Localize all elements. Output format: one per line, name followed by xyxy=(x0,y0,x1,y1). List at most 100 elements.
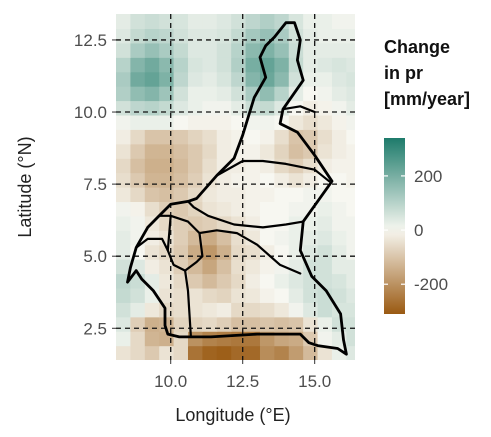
grid-cell xyxy=(116,129,131,145)
grid-cell xyxy=(144,244,160,260)
grid-cell xyxy=(173,57,189,73)
grid-cell xyxy=(202,86,218,102)
grid-cell xyxy=(216,273,232,289)
grid-cell xyxy=(288,143,304,159)
grid-cell xyxy=(245,71,261,87)
grid-cell xyxy=(274,143,290,159)
grid-cell xyxy=(317,201,333,217)
grid-cell xyxy=(216,143,232,159)
grid-cell xyxy=(202,114,218,130)
grid-cell xyxy=(173,14,189,30)
grid-cell xyxy=(346,215,355,231)
grid-cell xyxy=(216,129,232,145)
grid-cell xyxy=(159,28,175,44)
grid-cell xyxy=(173,345,189,360)
grid-cell xyxy=(144,187,160,203)
grid-cell xyxy=(202,215,218,231)
grid-cell xyxy=(159,172,175,188)
grid-cell xyxy=(288,345,304,360)
grid-cell xyxy=(274,201,290,217)
grid-cell xyxy=(216,244,232,260)
grid-cell xyxy=(173,172,189,188)
grid-cell xyxy=(346,273,355,289)
grid-cell xyxy=(187,143,203,159)
far-north-boundary xyxy=(281,105,316,114)
grid-cell xyxy=(116,331,131,347)
grid-cell xyxy=(159,129,175,145)
grid-cell xyxy=(216,316,232,332)
grid-cell xyxy=(187,215,203,231)
grid-cell xyxy=(274,86,290,102)
grid-cell xyxy=(231,86,247,102)
grid-cell xyxy=(202,187,218,203)
grid-cell xyxy=(259,215,275,231)
grid-cell xyxy=(116,345,131,360)
grid-cell xyxy=(173,86,189,102)
grid-cell xyxy=(216,100,232,116)
grid-cell xyxy=(187,287,203,303)
grid-cell xyxy=(317,215,333,231)
grid-cell xyxy=(216,259,232,275)
grid-cell xyxy=(346,158,355,174)
grid-cell xyxy=(159,100,175,116)
grid-cell xyxy=(259,28,275,44)
grid-cell xyxy=(173,187,189,203)
grid-cell xyxy=(159,71,175,87)
grid-cell xyxy=(245,57,261,73)
grid-cell xyxy=(303,71,319,87)
grid-cell xyxy=(202,14,218,30)
grid-cell xyxy=(288,14,304,30)
grid-cell xyxy=(245,244,261,260)
grid-cell xyxy=(202,345,218,360)
grid-cell xyxy=(216,86,232,102)
grid-cell xyxy=(187,42,203,58)
grid-cell xyxy=(317,316,333,332)
y-tick-label: 5.0 xyxy=(83,247,107,266)
grid-cell xyxy=(346,100,355,116)
grid-cell xyxy=(116,302,131,318)
grid-cell xyxy=(173,71,189,87)
grid-cell xyxy=(346,316,355,332)
country-boundary xyxy=(126,21,348,356)
grid-cell xyxy=(130,86,146,102)
grid-cell xyxy=(245,114,261,130)
axis-ticks: 10.0 12.5 15.0 2.5 5.0 7.5 10.0 12.5 xyxy=(74,31,331,391)
grid-cell xyxy=(245,316,261,332)
grid-cell xyxy=(144,201,160,217)
grid-cell xyxy=(187,100,203,116)
grid-cell xyxy=(231,331,247,347)
grid-cell xyxy=(130,114,146,130)
grid-cell xyxy=(259,172,275,188)
grid-cell xyxy=(288,114,304,130)
grid-cell xyxy=(331,42,347,58)
grid-cell xyxy=(202,158,218,174)
grid-cell xyxy=(173,129,189,145)
grid-cell xyxy=(216,114,232,130)
grid-cell xyxy=(331,86,347,102)
north-adamawa-boundary xyxy=(215,159,331,183)
colorbar-legend: Change in pr [mm/year] 200 0 -200 xyxy=(384,37,470,314)
grid-cell xyxy=(116,57,131,73)
grid-cell xyxy=(274,230,290,246)
grid-cell xyxy=(173,114,189,130)
grid-cell xyxy=(216,187,232,203)
grid-cell xyxy=(288,316,304,332)
grid-cell xyxy=(116,143,131,159)
grid-cell xyxy=(216,28,232,44)
grid-cell xyxy=(259,143,275,159)
grid-cell xyxy=(144,86,160,102)
grid-cell xyxy=(303,215,319,231)
grid-cell xyxy=(274,244,290,260)
grid-cell xyxy=(216,345,232,360)
grid-cell xyxy=(173,158,189,174)
grid-cell xyxy=(259,345,275,360)
grid-cell xyxy=(346,86,355,102)
grid-cell xyxy=(130,259,146,275)
grid-cell xyxy=(231,28,247,44)
grid-cell xyxy=(159,230,175,246)
grid-cell xyxy=(173,28,189,44)
grid-cell xyxy=(116,215,131,231)
grid-cell xyxy=(331,114,347,130)
grid-cell xyxy=(331,215,347,231)
grid-cell xyxy=(274,172,290,188)
